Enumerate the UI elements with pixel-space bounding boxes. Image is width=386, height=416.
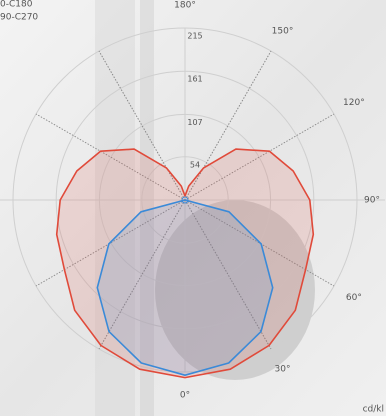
angle-label: 180° — [174, 1, 196, 11]
center-marker — [181, 196, 189, 204]
angle-label: 30° — [275, 364, 291, 374]
series-curve — [96, 199, 274, 376]
angle-label: 150° — [272, 27, 294, 37]
legend-label: 0-C180 — [0, 0, 33, 10]
angle-label: 0° — [180, 391, 190, 401]
background-shape — [155, 200, 315, 380]
r-tick-label: 161 — [187, 75, 202, 84]
angle-label: 120° — [343, 98, 365, 108]
angle-label: 60° — [346, 293, 362, 303]
angle-label: 90° — [364, 196, 380, 206]
legend-label: 90-C270 — [0, 13, 38, 23]
unit-label: cd/kl — [363, 405, 384, 415]
background-shape — [140, 0, 154, 416]
r-tick-label: 54 — [190, 160, 200, 169]
series-curve — [55, 148, 315, 379]
r-tick-label: 107 — [187, 118, 202, 127]
r-tick-label: 215 — [187, 32, 202, 41]
